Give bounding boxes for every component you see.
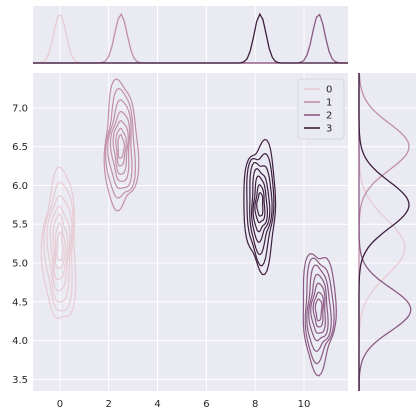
contour-1-level-2	[112, 120, 129, 175]
contour-3-level-6	[243, 138, 277, 276]
contour-3-level-3	[250, 168, 271, 244]
contour-3-level-0	[256, 192, 264, 217]
contour-3-level-5	[246, 152, 275, 267]
contour-group-2	[302, 253, 337, 377]
y-tick-label: 6.0	[12, 181, 28, 192]
contour-group-1	[103, 78, 140, 212]
contour-1-level-4	[107, 99, 133, 190]
contour-3-level-4	[249, 161, 273, 256]
contour-0-level-4	[46, 195, 73, 303]
y-tick-labels: 3.5 4.0 4.5 5.0 5.5 6.0 6.5 7.0	[12, 103, 28, 386]
legend-label-2: 2	[326, 111, 332, 122]
legend-box	[297, 78, 345, 140]
contour-2-level-1	[312, 291, 325, 328]
legend-label-3: 3	[326, 124, 332, 135]
y-tick-label: 4.5	[12, 297, 28, 308]
contour-1-level-1	[115, 127, 127, 167]
contour-0-level-0	[56, 231, 64, 262]
y-tick-label: 5.0	[12, 259, 28, 270]
contour-3-level-2	[252, 175, 269, 233]
contour-0-level-3	[49, 205, 71, 292]
y-tick-label: 6.5	[12, 142, 28, 153]
y-tick-label: 5.5	[12, 220, 28, 231]
right-marginal-curves	[358, 72, 412, 392]
legend-label-0: 0	[326, 85, 332, 96]
contour-2-level-3	[308, 273, 329, 342]
x-tick-label: 8	[252, 399, 258, 410]
contour-3-level-1	[254, 184, 266, 224]
top-marginal-curve-3	[33, 12, 348, 64]
contour-group-3	[243, 138, 277, 276]
contour-1-level-3	[109, 110, 131, 182]
x-tick-label: 10	[298, 399, 311, 410]
contour-1-level-5	[104, 87, 137, 199]
contour-group-0	[40, 166, 77, 320]
contour-0-level-1	[54, 222, 66, 269]
gridlines	[33, 6, 416, 391]
right-marginal-curve-3	[358, 73, 410, 391]
y-tick-label: 3.5	[12, 375, 28, 386]
right-marginal-panel	[359, 73, 416, 391]
x-tick-label: 4	[154, 399, 160, 410]
x-tick-label: 0	[57, 399, 63, 410]
contour-2-level-4	[306, 264, 332, 352]
y-tick-label: 4.0	[12, 336, 28, 347]
contour-0-level-2	[52, 213, 69, 281]
contour-1-level-0	[117, 134, 126, 159]
contour-2-level-5	[304, 257, 335, 365]
x-tick-labels: 0 2 4 6 8 10	[57, 399, 311, 410]
contour-0-level-5	[43, 181, 74, 312]
x-tick-label: 6	[203, 399, 209, 410]
kde-contours	[40, 78, 337, 377]
y-tick-label: 7.0	[12, 103, 28, 114]
contour-1-level-6	[103, 78, 140, 212]
contour-0-level-6	[40, 166, 77, 320]
x-tick-label: 2	[106, 399, 112, 410]
top-marginal-panel	[33, 6, 348, 63]
legend: 0 1 2 3	[297, 78, 345, 140]
main-panel	[33, 73, 348, 391]
legend-label-1: 1	[326, 98, 332, 109]
contour-2-level-2	[310, 282, 326, 334]
top-marginal-curves	[33, 12, 348, 64]
contour-2-level-0	[314, 298, 323, 322]
contour-2-level-6	[302, 253, 337, 377]
